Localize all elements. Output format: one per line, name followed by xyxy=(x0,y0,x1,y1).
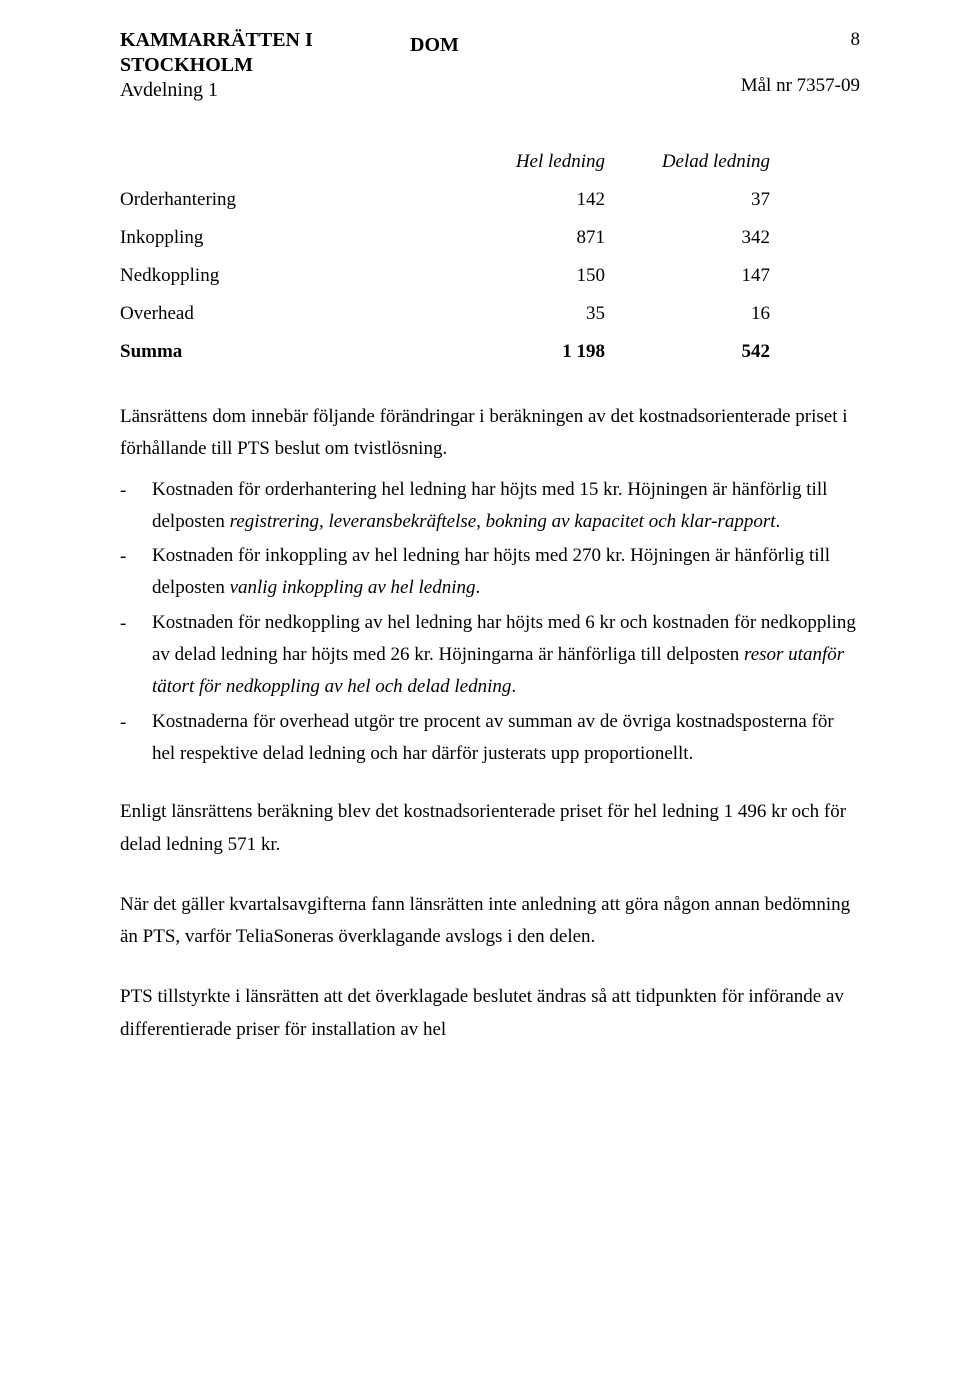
li-text-italic: vanlig inkoppling av hel ledning xyxy=(230,577,476,598)
document-type: DOM xyxy=(410,28,660,62)
row-label: Overhead xyxy=(120,295,460,333)
list-item-text: Kostnaden för nedkoppling av hel ledning… xyxy=(152,607,860,704)
table-col-hel: Hel ledning xyxy=(460,143,625,181)
dash-icon: - xyxy=(120,474,152,507)
row-v1: 35 xyxy=(460,295,625,333)
li-text-b: . xyxy=(776,511,781,532)
sum-label: Summa xyxy=(120,333,460,371)
case-number: Mål nr 7357-09 xyxy=(741,75,860,96)
table-row: Overhead 35 16 xyxy=(120,295,860,333)
list-item-text: Kostnaden för orderhantering hel ledning… xyxy=(152,474,860,539)
court-name-1: KAMMARRÄTTEN I xyxy=(120,28,410,53)
dash-icon: - xyxy=(120,706,152,739)
row-label: Orderhantering xyxy=(120,181,460,219)
table-row: Nedkoppling 150 147 xyxy=(120,257,860,295)
li-text-b: . xyxy=(475,577,480,598)
row-v1: 150 xyxy=(460,257,625,295)
list-item-text: Kostnaderna för overhead utgör tre proce… xyxy=(152,706,860,771)
li-text-b: . xyxy=(511,676,516,697)
row-v2: 147 xyxy=(625,257,790,295)
table-sum-row: Summa 1 198 542 xyxy=(120,333,860,371)
table-header-row: Hel ledning Delad ledning xyxy=(120,143,860,181)
list-item: - Kostnaden för inkoppling av hel lednin… xyxy=(120,540,860,605)
document-page: KAMMARRÄTTEN I STOCKHOLM Avdelning 1 DOM… xyxy=(0,0,960,1396)
li-text-a: Kostnaderna för overhead utgör tre proce… xyxy=(152,711,834,764)
table-row: Inkoppling 871 342 xyxy=(120,219,860,257)
row-v2: 342 xyxy=(625,219,790,257)
row-label: Inkoppling xyxy=(120,219,460,257)
court-name-2: STOCKHOLM xyxy=(120,53,410,78)
row-v1: 142 xyxy=(460,181,625,219)
list-item: - Kostnaden för nedkoppling av hel ledni… xyxy=(120,607,860,704)
row-v2: 37 xyxy=(625,181,790,219)
paragraph-3: När det gäller kvartalsavgifterna fann l… xyxy=(120,889,860,954)
header-court: KAMMARRÄTTEN I STOCKHOLM Avdelning 1 xyxy=(120,28,410,103)
sum-v1: 1 198 xyxy=(460,333,625,371)
dash-icon: - xyxy=(120,540,152,573)
paragraph-2: Enligt länsrättens beräkning blev det ko… xyxy=(120,796,860,861)
table-header-empty xyxy=(120,143,460,181)
li-text-italic: registrering, leveransbekräftelse, bokni… xyxy=(230,511,776,532)
table-row: Orderhantering 142 37 xyxy=(120,181,860,219)
row-v1: 871 xyxy=(460,219,625,257)
table-col-delad: Delad ledning xyxy=(625,143,790,181)
list-item: - Kostnaden för orderhantering hel ledni… xyxy=(120,474,860,539)
list-item: - Kostnaderna för overhead utgör tre pro… xyxy=(120,706,860,771)
list-item-text: Kostnaden för inkoppling av hel ledning … xyxy=(152,540,860,605)
paragraph-4: PTS tillstyrkte i länsrätten att det öve… xyxy=(120,981,860,1046)
cost-table: Hel ledning Delad ledning Orderhantering… xyxy=(120,143,860,371)
page-header: KAMMARRÄTTEN I STOCKHOLM Avdelning 1 DOM… xyxy=(120,28,860,103)
department: Avdelning 1 xyxy=(120,78,410,103)
page-number: 8 xyxy=(660,28,860,52)
header-right: 8 Mål nr 7357-09 xyxy=(660,28,860,98)
dash-icon: - xyxy=(120,607,152,640)
bullet-list: - Kostnaden för orderhantering hel ledni… xyxy=(120,474,860,771)
paragraph-intro: Länsrättens dom innebär följande förändr… xyxy=(120,401,860,466)
row-v2: 16 xyxy=(625,295,790,333)
sum-v2: 542 xyxy=(625,333,790,371)
row-label: Nedkoppling xyxy=(120,257,460,295)
